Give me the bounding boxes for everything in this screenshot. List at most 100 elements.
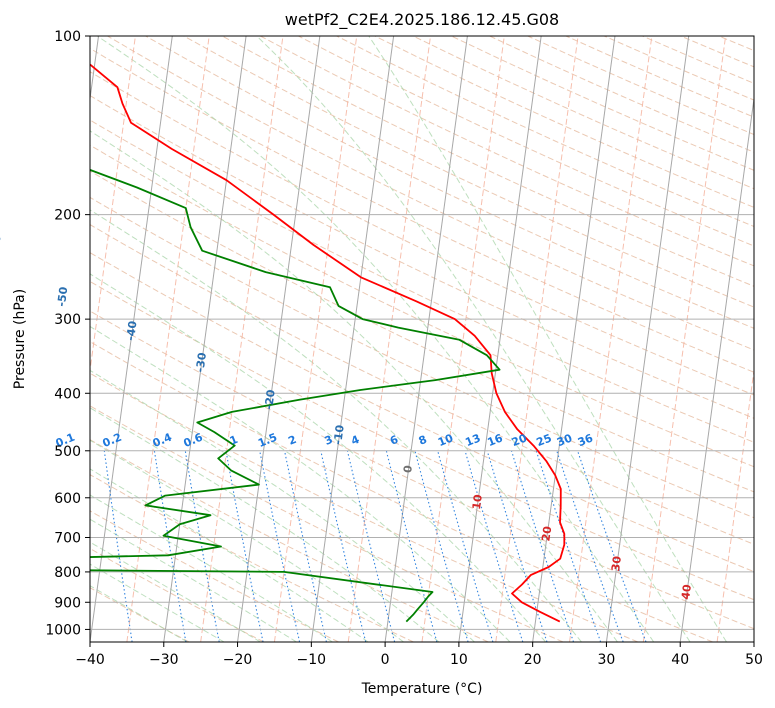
dry-adiabat — [757, 36, 775, 642]
moist-adiabat — [90, 273, 547, 642]
axis-ticks: −40 −30 −20 −10 0 10 20 30 40 5010009008007006005… — [45, 29, 763, 668]
mixing-ratio-line — [259, 450, 301, 642]
mixing-ratio-label: 13 — [463, 431, 482, 449]
mixing-ratio-line — [486, 450, 548, 642]
moist-adiabat — [90, 563, 225, 642]
isotherm-dashed — [347, 36, 432, 642]
mixing-ratio-line — [346, 450, 396, 642]
isotherm — [753, 638, 754, 642]
warm-isotherm-label: 30 — [609, 555, 624, 572]
mixing-ratio-line — [464, 450, 524, 642]
dry-adiabat — [90, 224, 754, 545]
mixing-ratio-line — [556, 450, 624, 642]
mixing-ratio-line — [535, 450, 602, 642]
mixing-ratio-line — [103, 450, 133, 642]
y-tick-label: 100 — [54, 29, 81, 45]
isotherm-label: -50 — [55, 286, 71, 308]
warm-isotherm-label: 40 — [679, 583, 694, 600]
moist-adiabat — [368, 36, 727, 642]
moist-adiabat — [90, 369, 475, 642]
x-tick-label: −40 — [75, 652, 105, 668]
dry-adiabat — [221, 36, 754, 287]
moist-adiabat — [90, 325, 511, 642]
moist-adiabat — [90, 541, 261, 642]
mixing-ratio-line — [385, 450, 438, 642]
chart-title: wetPf2_C2E4.2025.186.12.45.G08 — [285, 10, 559, 30]
y-tick-label: 300 — [54, 312, 81, 328]
x-tick-label: 30 — [598, 652, 616, 668]
isotherm-dashed — [90, 36, 136, 375]
x-tick-label: −10 — [297, 652, 327, 668]
dry-adiabat — [107, 36, 754, 351]
freezing-isotherm-label: 0 — [401, 464, 415, 474]
mixing-ratio-label: 16 — [486, 431, 505, 449]
moist-adiabat — [256, 36, 691, 642]
mixing-ratio-label: 3 — [323, 433, 335, 448]
isotherm — [605, 36, 690, 642]
isotherm — [384, 36, 468, 642]
x-tick-label: 0 — [381, 652, 390, 668]
mixing-ratio-label: 25 — [535, 431, 554, 449]
dry-adiabat — [90, 510, 339, 642]
moist-adiabat — [90, 439, 404, 642]
isotherm — [237, 36, 321, 642]
y-tick-label: 600 — [54, 491, 81, 507]
isotherm-dashed — [421, 36, 505, 642]
isotherm — [458, 36, 542, 642]
dry-adiabat — [90, 196, 754, 519]
plot-background — [90, 36, 754, 642]
x-tick-label: 20 — [524, 652, 542, 668]
isotherm — [532, 36, 616, 642]
profile-lines — [90, 63, 566, 623]
isotherm-dashed — [273, 36, 358, 642]
y-tick-label: 800 — [54, 565, 81, 581]
x-tick-label: −20 — [223, 652, 253, 668]
y-tick-label: 700 — [54, 531, 81, 547]
y-tick-label: 900 — [54, 595, 81, 611]
isotherm-dashed — [642, 36, 727, 642]
y-tick-label: 400 — [54, 386, 81, 402]
isotherm-label: -10 — [331, 424, 347, 446]
mixing-ratio-label: 10 — [436, 431, 455, 449]
mixing-ratio-line — [414, 450, 469, 642]
moist-adiabat — [90, 209, 582, 642]
isotherm — [679, 95, 754, 642]
mixing-ratio-line — [577, 450, 647, 642]
dry-adiabat — [90, 71, 754, 396]
dry-adiabat — [90, 310, 754, 630]
y-axis-label: Pressure (hPa) — [12, 289, 28, 389]
isotherm-dashed — [126, 36, 210, 642]
isotherm-label: -30 — [193, 351, 209, 373]
dry-adiabat — [90, 547, 265, 642]
mixing-ratio-label: 36 — [576, 431, 595, 449]
isotherm — [90, 36, 100, 103]
mixing-ratio-label: 2 — [286, 433, 298, 448]
isotherm-label: -20 — [262, 389, 278, 411]
x-tick-label: 50 — [745, 652, 763, 668]
dry-adiabat — [90, 372, 638, 642]
isotherm-dashed — [569, 36, 653, 642]
background-lines — [0, 36, 775, 642]
moist-adiabat — [90, 468, 369, 642]
dry-adiabat — [90, 144, 754, 468]
isotherm — [310, 36, 395, 642]
y-tick-label: 500 — [54, 444, 81, 460]
isotherm-dashed — [0, 36, 62, 642]
mixing-ratio-line — [284, 450, 327, 642]
dry-adiabat — [90, 341, 713, 642]
dry-adiabat — [183, 36, 754, 308]
mixing-ratio-label: 8 — [417, 433, 429, 448]
dry-adiabat — [90, 439, 489, 642]
isotherm-label: -40 — [124, 320, 140, 342]
plot-frame — [89, 35, 755, 643]
profile-line-2 — [90, 168, 501, 623]
warm-isotherm-label: 10 — [470, 493, 485, 510]
dry-adiabat — [90, 119, 754, 443]
x-tick-label: −30 — [149, 652, 179, 668]
mixing-ratio-line — [437, 450, 494, 642]
mixing-ratio-label: 20 — [510, 431, 529, 449]
mixing-ratio-line — [225, 450, 264, 642]
mixing-ratio-label: 1 — [228, 433, 240, 448]
